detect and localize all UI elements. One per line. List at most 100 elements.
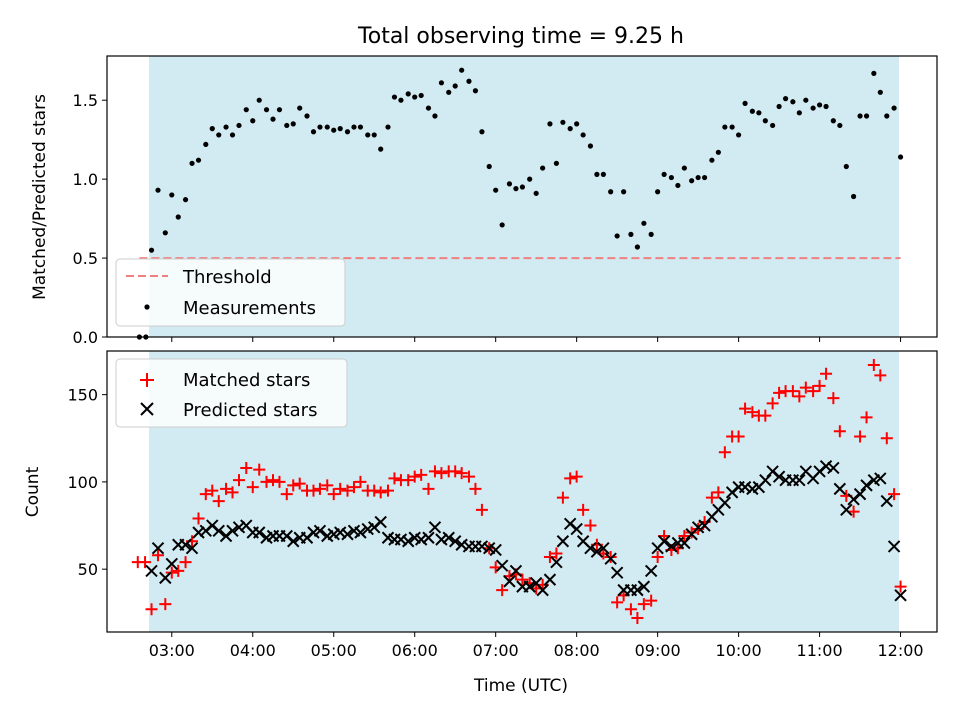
matched-star-point [860,411,873,424]
measurement-point [263,107,270,113]
matched-star-point [422,482,435,495]
measurement-point [850,193,857,200]
predicted-star-point [428,521,442,534]
predicted-star-point [874,472,887,485]
matched-star-point [556,491,569,504]
x-tick-label: 10:00 [716,641,762,660]
ratio-y-tick-label: 0.5 [73,249,98,268]
measurement-point [816,102,823,108]
matched-star-point [550,547,563,560]
measurement-point [438,80,445,86]
matched-star-point [253,463,266,476]
matched-star-point [718,446,731,459]
predicted-star-point [738,480,752,494]
matched-star-point [179,556,192,569]
matched-star-point [455,467,468,480]
measurement-point [553,160,560,166]
matched-star-point [280,488,293,501]
measurement-point [547,121,553,127]
matched-star-point [543,550,556,563]
measurement-point [182,197,189,203]
predicted-star-point [287,535,300,548]
matched-star-point [867,358,880,371]
measurement-point [843,163,849,170]
measurement-point [533,190,539,196]
legend-threshold-label: Threshold [182,267,272,288]
measurement-point [432,113,438,119]
matched-star-point [793,390,806,403]
predicted-star-point [151,542,165,555]
predicted-star-point [341,528,354,541]
measurement-point [668,174,675,181]
legend-predicted-swatch [140,402,154,416]
measurement-point [203,141,209,148]
matched-star-point [462,470,475,483]
predicted-star-point [819,459,833,473]
x-tick-label: 04:00 [230,641,276,660]
matched-star-point [732,430,745,443]
count-y-ticks: 50 100 150 [67,386,107,579]
measurement-point [857,113,863,119]
legend-matched-label: Matched stars [183,370,310,391]
measurement-point [830,118,836,124]
matched-star-point [584,519,597,532]
predicted-star-point [145,564,158,578]
matched-star-point [651,550,664,563]
measurement-point [681,165,687,171]
ratio-legend: Threshold Measurements [115,258,346,327]
matched-star-point [874,369,887,382]
measurement-point [385,124,391,130]
measurement-point [256,97,262,103]
matched-star-point [786,385,799,398]
matched-star-point [381,484,394,497]
measurement-point [425,105,432,111]
measurement-point [729,124,735,130]
measurement-point [871,70,877,76]
predicted-star-point [772,470,786,483]
predicted-star-point [509,564,523,578]
matched-star-point [327,488,340,501]
ratio-x-ticks [171,337,902,342]
measurement-point [891,105,897,111]
matched-star-point [833,425,846,438]
measurement-point [796,110,802,116]
measurement-point [587,143,594,149]
predicted-star-point [860,479,873,492]
predicted-star-point [523,580,536,593]
measurement-point [223,124,229,130]
measurement-point [756,110,762,116]
matched-star-point [321,479,334,492]
matched-star-point [766,397,779,410]
measurement-point [243,107,249,113]
x-axis-label: Time (UTC) [473,676,568,696]
matched-star-point [226,486,239,499]
matched-star-point [368,484,381,497]
predicted-star-point [718,496,732,510]
matched-star-point [334,482,347,495]
matched-star-point [408,470,421,483]
measurement-point [344,129,351,135]
matched-star-point [611,596,624,609]
measurement-point [398,97,404,103]
matched-star-point [516,573,529,586]
measurement-point [742,100,748,106]
measurement-point [418,92,424,99]
measurement-point [236,122,242,129]
matched-star-point [145,603,158,616]
predicted-star-point [442,531,455,544]
measurement-point [229,132,236,138]
matched-star-point [341,484,354,497]
predicted-star-point [678,536,691,550]
measurement-point [614,233,620,239]
x-tick-label: 12:00 [878,641,924,660]
matched-star-point [631,612,644,625]
measurement-point [770,122,776,129]
matched-star-point [159,598,172,611]
measurement-point [209,126,215,132]
measurement-point [304,113,310,119]
predicted-star-point [833,482,847,496]
measurement-point [337,126,343,132]
measurement-point [574,121,580,127]
matched-star-point [199,488,212,501]
measurement-point [776,103,782,110]
